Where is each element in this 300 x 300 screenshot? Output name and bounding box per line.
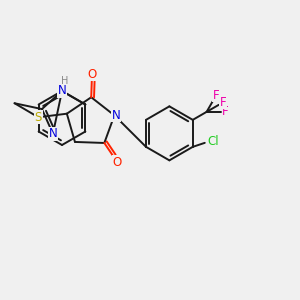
Text: N: N — [49, 127, 57, 140]
Text: H: H — [61, 76, 69, 86]
Text: S: S — [35, 111, 42, 124]
Text: F: F — [222, 105, 229, 119]
Text: N: N — [58, 85, 66, 98]
Text: O: O — [112, 155, 122, 169]
Text: O: O — [87, 68, 97, 81]
Text: N: N — [112, 109, 121, 122]
Text: F: F — [213, 89, 219, 102]
Text: Cl: Cl — [207, 135, 219, 148]
Text: F: F — [220, 96, 226, 109]
